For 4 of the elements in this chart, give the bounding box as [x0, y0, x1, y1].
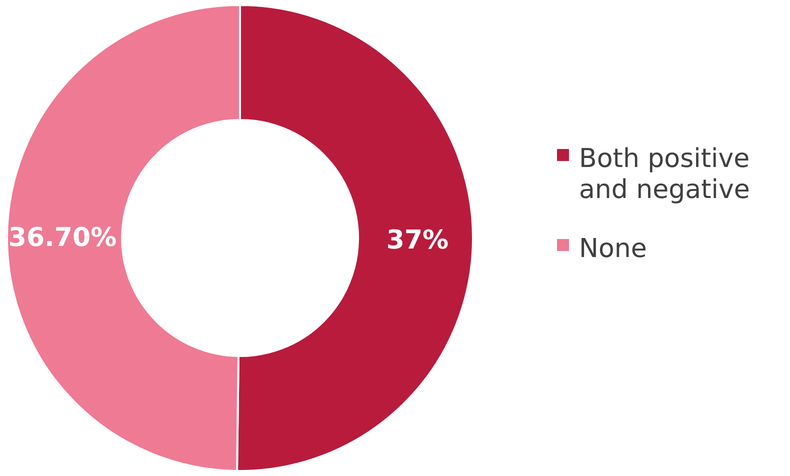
legend-label: Both positive and negative — [579, 144, 750, 206]
data-label: 36.70% — [8, 222, 117, 253]
legend-label: None — [579, 234, 647, 264]
data-label: 37% — [386, 225, 449, 256]
